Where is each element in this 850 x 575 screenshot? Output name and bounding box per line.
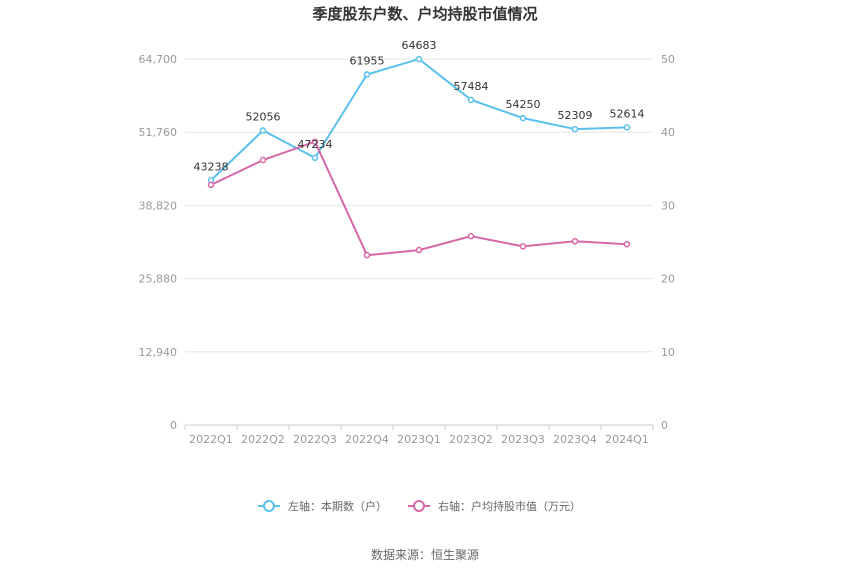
- data-point: [571, 238, 579, 245]
- data-point: [311, 154, 319, 162]
- left-tick-label: 25,880: [139, 273, 178, 286]
- left-tick-label: 64,700: [139, 53, 178, 66]
- data-point: [259, 156, 267, 164]
- data-point: [571, 125, 579, 133]
- data-point: [519, 114, 527, 122]
- legend-marker-1: [263, 500, 275, 512]
- data-label: 47234: [298, 138, 333, 151]
- x-tick-label: 2023Q2: [449, 433, 493, 446]
- x-tick-label: 2022Q2: [241, 433, 285, 446]
- legend-marker-2: [413, 500, 425, 512]
- data-point: [623, 124, 631, 131]
- left-tick-label: 0: [170, 419, 177, 432]
- data-label: 57484: [454, 80, 489, 93]
- data-point: [467, 96, 475, 104]
- source-note: 数据来源：恒生聚源: [371, 547, 479, 562]
- legend: 左轴：本期数（户） 右轴：户均持股市值（万元）: [258, 499, 581, 513]
- data-label: 52056: [246, 111, 281, 124]
- data-label: 52614: [610, 107, 645, 120]
- data-point: [363, 251, 371, 259]
- x-tick-label: 2023Q1: [397, 433, 441, 446]
- axes: 0 0 12,940 10 25,880 20 38,820 30 51,760 40 64,700…: [139, 53, 676, 446]
- data-point: [363, 71, 371, 78]
- data-point: [623, 240, 631, 248]
- right-tick-label: 40: [661, 126, 675, 139]
- left-tick-label: 12,940: [139, 346, 178, 359]
- data-label: 43238: [194, 160, 229, 173]
- data-point: [415, 246, 423, 254]
- data-labels: 43238 52056 47234 61955 64683 57484 54250 52309…: [194, 39, 645, 173]
- data-point: [415, 55, 423, 63]
- data-label: 61955: [350, 55, 385, 68]
- x-tick-label: 2022Q1: [189, 433, 233, 446]
- right-tick-label: 20: [661, 273, 675, 286]
- x-tick-label: 2023Q3: [501, 433, 545, 446]
- data-point: [207, 181, 215, 189]
- data-point: [259, 127, 267, 134]
- x-tick-label: 2024Q1: [605, 433, 649, 446]
- data-label: 64683: [402, 39, 437, 52]
- chart-title: 季度股东户数、户均持股市值情况: [312, 5, 537, 23]
- x-tick-label: 2022Q3: [293, 433, 337, 446]
- x-tick-label: 2023Q4: [553, 433, 597, 446]
- right-tick-label: 10: [661, 346, 675, 359]
- series-points: [207, 55, 631, 259]
- left-tick-label: 38,820: [139, 199, 178, 212]
- right-tick-label: 50: [661, 53, 675, 66]
- series-lines: [210, 57, 628, 257]
- data-point: [311, 138, 319, 145]
- data-label: 52309: [558, 109, 593, 122]
- series-line-2: [210, 140, 628, 257]
- x-tick-label: 2022Q4: [345, 433, 389, 446]
- data-label: 54250: [506, 98, 541, 111]
- data-point: [519, 243, 527, 250]
- data-point: [467, 232, 475, 240]
- left-tick-label: 51,760: [139, 126, 178, 139]
- right-tick-label: 30: [661, 199, 675, 212]
- legend-label-1: 左轴：本期数（户）: [288, 499, 387, 513]
- right-tick-label: 0: [661, 419, 668, 432]
- legend-label-2: 右轴：户均持股市值（万元）: [438, 499, 581, 513]
